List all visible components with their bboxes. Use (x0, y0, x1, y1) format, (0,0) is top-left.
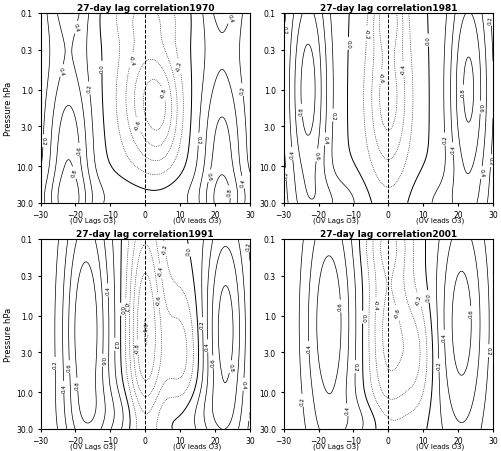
Text: 0.4: 0.4 (449, 145, 455, 154)
Text: 0.2: 0.2 (485, 346, 490, 355)
Text: 0.2: 0.2 (487, 157, 492, 166)
Text: (UV Lags O3): (UV Lags O3) (313, 217, 358, 224)
Text: (UV leads O3): (UV leads O3) (416, 442, 464, 449)
Text: 0.4: 0.4 (441, 332, 446, 341)
Text: -0.6: -0.6 (155, 295, 161, 305)
Text: (UV leads O3): (UV leads O3) (173, 217, 221, 224)
Text: 0.8: 0.8 (460, 87, 465, 97)
Text: 0.8: 0.8 (226, 188, 232, 197)
Text: 0.2: 0.2 (352, 362, 357, 371)
Text: 0.4: 0.4 (240, 380, 246, 389)
Y-axis label: Pressure hPa: Pressure hPa (4, 82, 13, 136)
Text: 0.2: 0.2 (283, 170, 288, 179)
Text: -0.6: -0.6 (134, 120, 142, 131)
Text: 0.2: 0.2 (246, 410, 252, 419)
Text: -0.2: -0.2 (363, 29, 369, 40)
Text: -1.0: -1.0 (144, 322, 149, 332)
Text: -0.8: -0.8 (135, 342, 140, 353)
Text: 0.2: 0.2 (86, 84, 92, 93)
Text: -0.2: -0.2 (123, 301, 128, 312)
Title: 27-day lag correlation1981: 27-day lag correlation1981 (319, 4, 456, 13)
Text: 0.2: 0.2 (281, 25, 287, 34)
Text: 0.8: 0.8 (75, 380, 80, 389)
Text: 0.4: 0.4 (344, 405, 350, 414)
Text: 0.6: 0.6 (206, 171, 212, 181)
Text: 0.6: 0.6 (467, 308, 473, 317)
Text: 0.0: 0.0 (118, 305, 123, 314)
Text: 0.6: 0.6 (313, 151, 319, 160)
Text: 0.2: 0.2 (245, 241, 251, 250)
Text: 0.2: 0.2 (487, 16, 492, 25)
Text: 0.6: 0.6 (100, 356, 105, 365)
Text: 0.4: 0.4 (306, 343, 311, 352)
Text: 0.0: 0.0 (99, 64, 104, 73)
Text: 0.4: 0.4 (477, 169, 483, 178)
Text: 0.6: 0.6 (337, 302, 343, 311)
Text: 0.0: 0.0 (425, 37, 430, 46)
Text: 0.6: 0.6 (67, 362, 72, 371)
Text: (UV Lags O3): (UV Lags O3) (313, 442, 358, 449)
Text: 0.2: 0.2 (435, 361, 440, 370)
Text: 0.6: 0.6 (477, 103, 482, 112)
Text: 0.4: 0.4 (58, 66, 65, 76)
Text: 0.4: 0.4 (239, 178, 246, 188)
Text: (UV leads O3): (UV leads O3) (416, 217, 464, 224)
Text: 0.8: 0.8 (227, 362, 233, 372)
Text: 0.4: 0.4 (289, 149, 295, 159)
Text: 0.0: 0.0 (359, 313, 364, 322)
Text: 0.2: 0.2 (199, 319, 205, 328)
Text: -0.2: -0.2 (161, 243, 168, 255)
Text: 0.8: 0.8 (298, 106, 304, 115)
Title: 27-day lag correlation1991: 27-day lag correlation1991 (76, 230, 213, 239)
Text: 0.4: 0.4 (105, 286, 111, 295)
Text: 0.4: 0.4 (226, 14, 233, 23)
Text: 0.4: 0.4 (322, 135, 327, 144)
Text: 0.2: 0.2 (239, 86, 245, 95)
Text: 0.2: 0.2 (53, 359, 58, 368)
Text: 0.0: 0.0 (424, 292, 430, 301)
Text: 0.2: 0.2 (112, 340, 117, 349)
Y-axis label: Pressure hPa: Pressure hPa (4, 307, 13, 361)
Text: 0.2: 0.2 (441, 135, 447, 144)
Text: -0.2: -0.2 (176, 61, 182, 72)
Title: 27-day lag correlation1970: 27-day lag correlation1970 (76, 4, 213, 13)
Text: 0.2: 0.2 (195, 135, 201, 144)
Text: 0.4: 0.4 (73, 23, 80, 33)
Text: -0.4: -0.4 (372, 299, 378, 310)
Text: 0.4: 0.4 (204, 342, 210, 350)
Text: -0.2: -0.2 (414, 294, 422, 306)
Text: 0.0: 0.0 (345, 40, 350, 49)
Text: 0.2: 0.2 (41, 137, 46, 146)
Text: -0.4: -0.4 (400, 64, 406, 75)
Text: (UV Lags O3): (UV Lags O3) (70, 217, 116, 224)
Title: 27-day lag correlation2001: 27-day lag correlation2001 (319, 230, 456, 239)
Text: 0.6: 0.6 (210, 358, 215, 367)
Text: -0.4: -0.4 (157, 266, 163, 277)
Text: 0.6: 0.6 (77, 145, 82, 155)
Text: 0.4: 0.4 (61, 383, 66, 392)
Text: (UV leads O3): (UV leads O3) (173, 442, 221, 449)
Text: 0.0: 0.0 (186, 246, 192, 255)
Text: 0.8: 0.8 (71, 168, 78, 178)
Text: 0.2: 0.2 (330, 111, 335, 120)
Text: (UV Lags O3): (UV Lags O3) (70, 442, 116, 449)
Text: -0.8: -0.8 (159, 88, 167, 100)
Text: -0.4: -0.4 (127, 55, 134, 67)
Text: 0.2: 0.2 (299, 396, 305, 405)
Text: -0.6: -0.6 (393, 307, 400, 318)
Text: -0.6: -0.6 (377, 72, 383, 83)
